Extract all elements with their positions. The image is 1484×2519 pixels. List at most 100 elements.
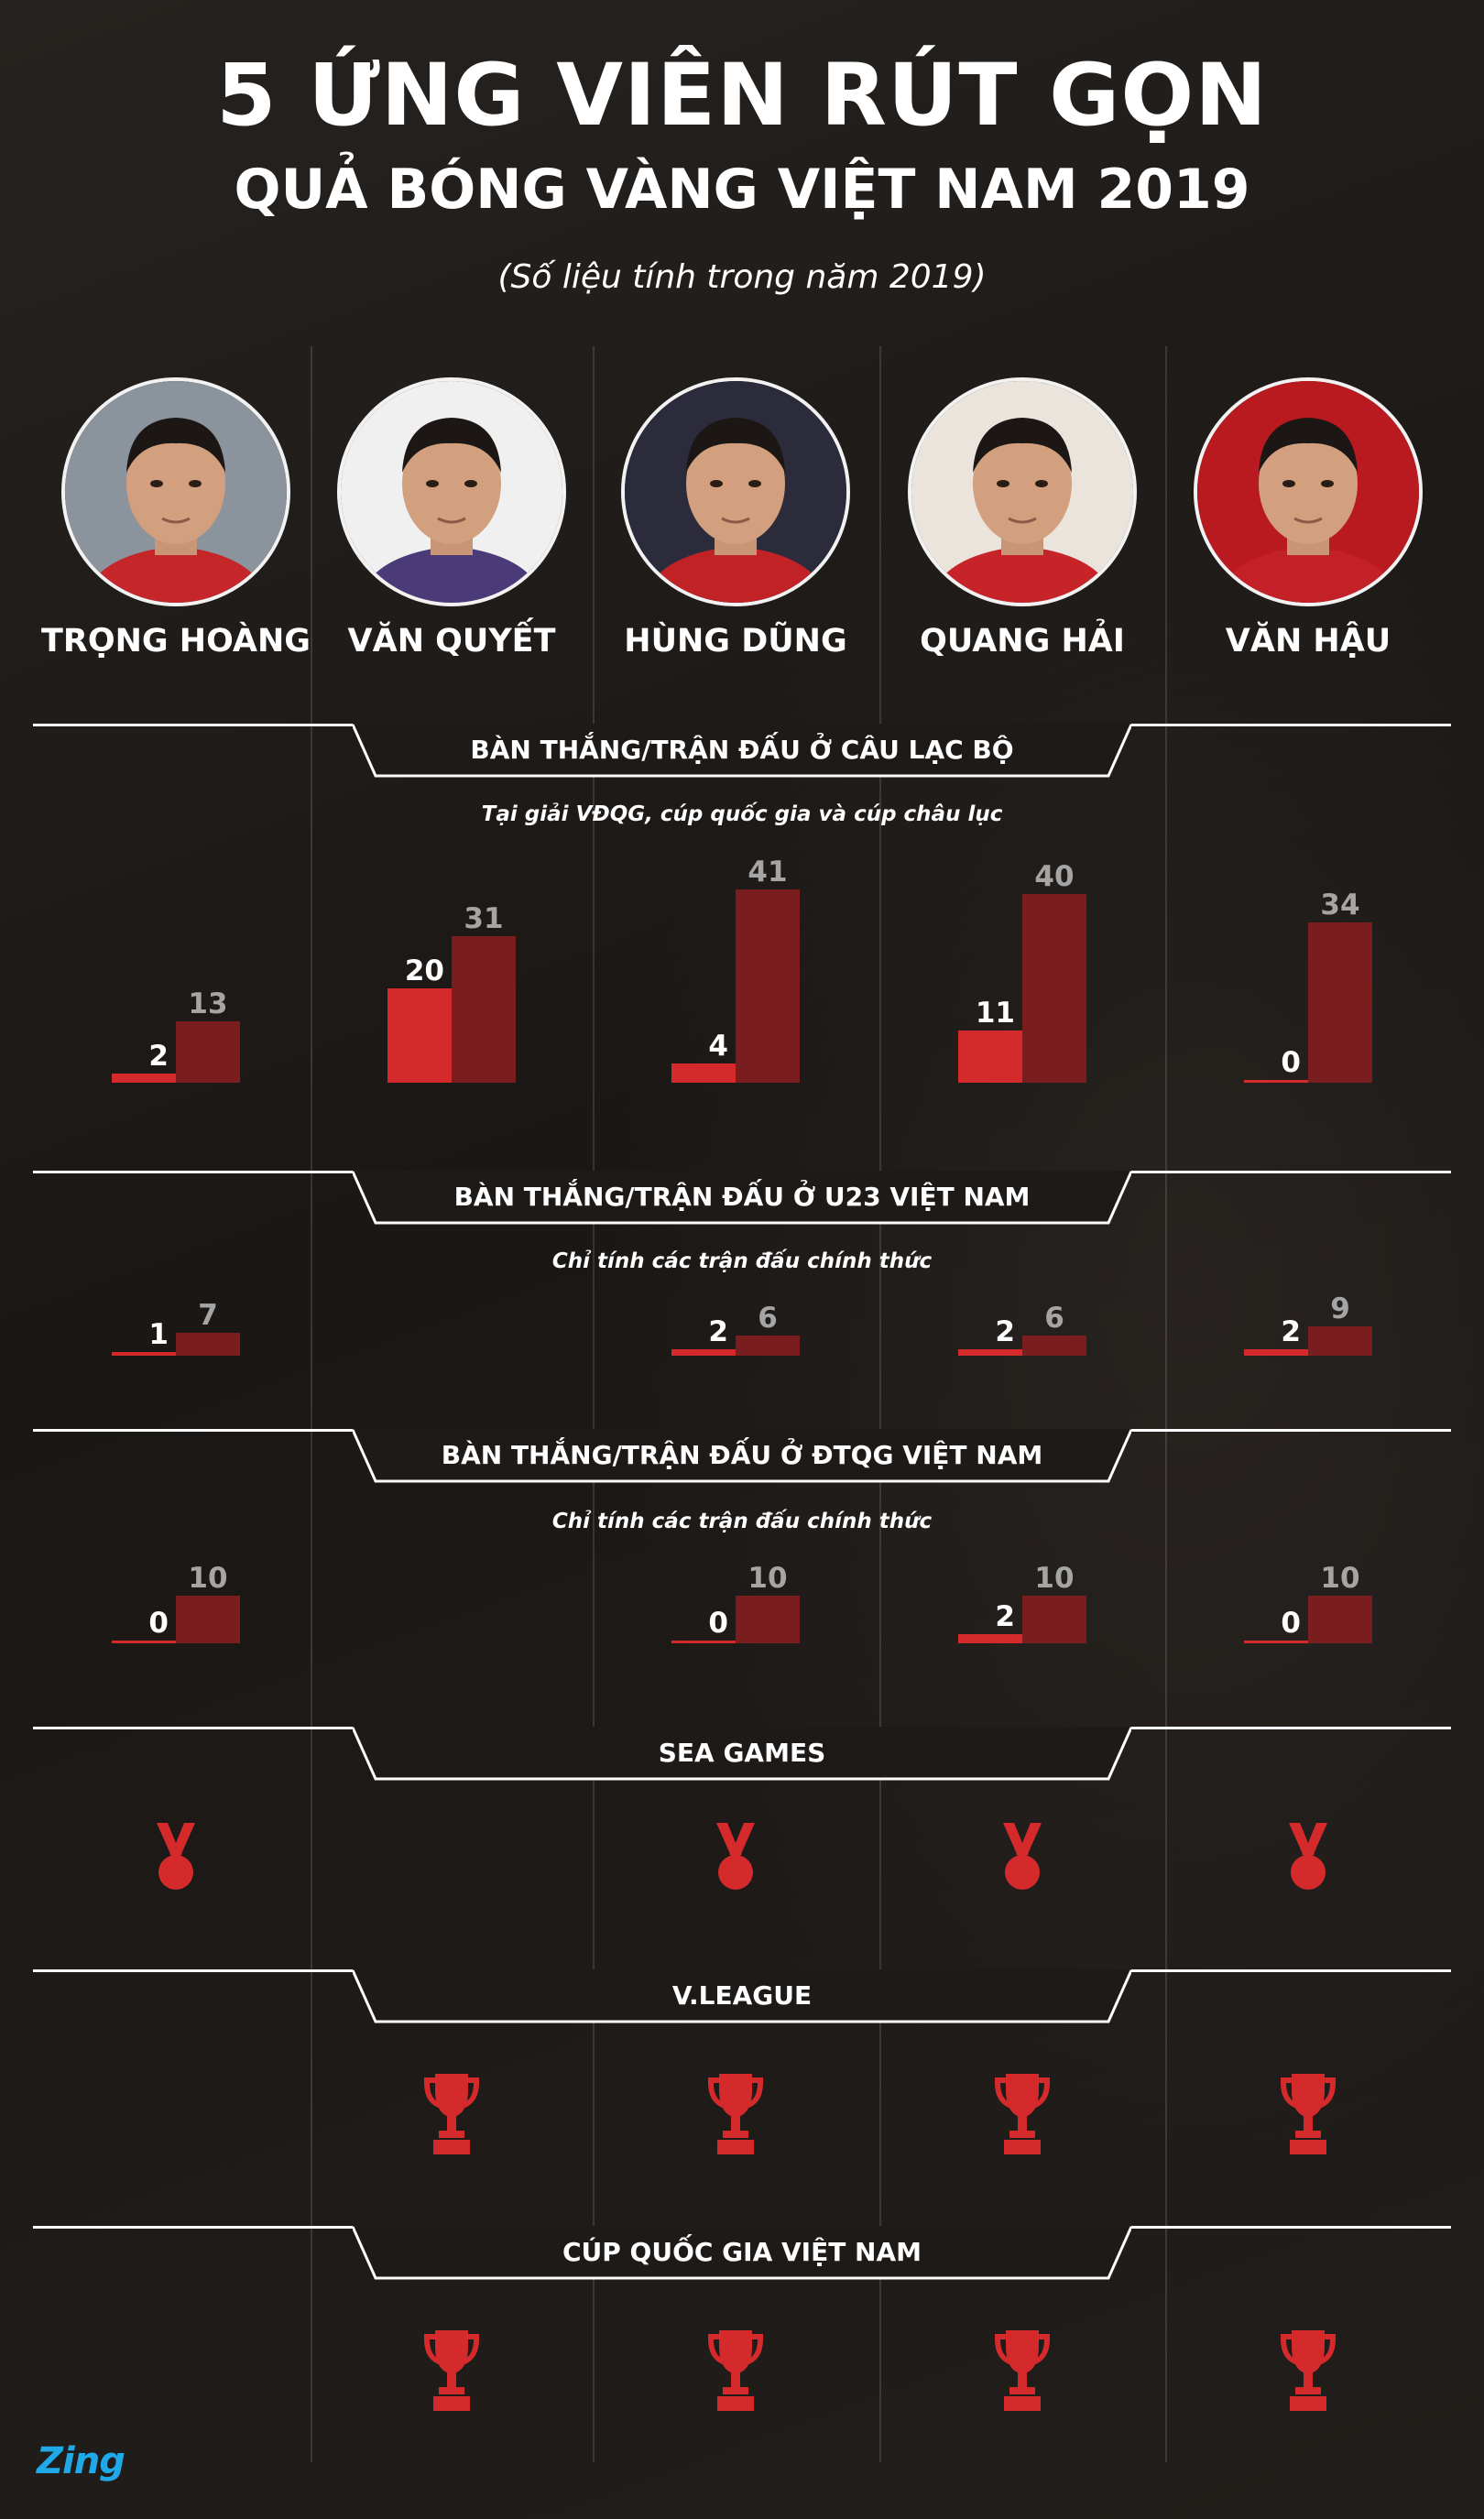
matches-label: 10 [747,1562,788,1595]
player-avatar [908,377,1137,606]
matches-label: 34 [1320,888,1360,921]
matches-bar [736,889,800,1083]
matches-label: 41 [747,855,788,889]
column-divider [311,346,312,2462]
section-note: Chỉ tính các trận đấu chính thức [551,1249,933,1273]
matches-label: 9 [1330,1292,1350,1325]
medal-icon [1285,1823,1331,1894]
goals-label: 1 [148,1318,169,1352]
matches-bar [176,1021,240,1083]
column-divider [1165,346,1167,2462]
section-title: BÀN THẮNG/TRẬN ĐẤU Ở U23 VIỆT NAM [453,1182,1031,1212]
player-name: VĂN HẬU [1225,623,1391,660]
player-card: HÙNG DŨNG [593,377,878,660]
goals-label: 2 [148,1039,169,1073]
goals-label: 0 [148,1607,169,1640]
section-note: Tại giải VĐQG, cúp quốc gia và cúp châu … [481,802,1003,826]
player-avatar [621,377,850,606]
matches-bar [176,1596,240,1643]
goals-label: 2 [708,1314,728,1348]
player-card: TRỌNG HOÀNG [33,377,319,660]
medal-icon [999,1823,1045,1894]
goals-label: 0 [1281,1607,1301,1640]
player-avatar [337,377,566,606]
matches-bar [736,1336,800,1356]
section-header: SEA GAMES [353,1727,1131,1782]
player-avatar [61,377,290,606]
goals-label: 2 [995,1599,1015,1633]
matches-bar [1308,921,1372,1083]
section-header: BÀN THẮNG/TRẬN ĐẤU Ở ĐTQG VIỆT NAM [353,1429,1131,1484]
goals-bar [671,1063,736,1083]
section-header: BÀN THẮNG/TRẬN ĐẤU Ở U23 VIỆT NAM [353,1171,1131,1226]
trophy-icon [420,2328,483,2416]
matches-label: 6 [1044,1302,1064,1336]
page-subtitle: QUẢ BÓNG VÀNG VIỆT NAM 2019 [234,158,1250,222]
matches-bar [1308,1325,1372,1356]
section-title: V.LEAGUE [671,1980,813,2011]
section-header: V.LEAGUE [353,1969,1131,2024]
goals-bar [958,1030,1022,1083]
data-note: (Số liệu tính trong năm 2019) [497,258,987,296]
goals-bar [671,1348,736,1356]
goals-label: 11 [975,997,1015,1030]
matches-bar [176,1332,240,1356]
goals-bar [958,1348,1022,1356]
goals-bar [1244,1348,1308,1356]
player-avatar [1194,377,1423,606]
section-title: SEA GAMES [658,1738,826,1768]
matches-bar [1022,1596,1086,1643]
goals-label: 2 [1281,1314,1301,1348]
matches-label: 7 [198,1298,218,1332]
matches-label: 13 [188,987,228,1021]
goals-bar [112,1641,176,1643]
matches-label: 10 [188,1562,228,1595]
matches-bar [452,936,516,1083]
section-title: CÚP QUỐC GIA VIỆT NAM [562,2237,922,2267]
player-card: VĂN QUYẾT [309,377,595,660]
matches-label: 10 [1320,1562,1360,1595]
player-name: VĂN QUYẾT [347,623,556,660]
zing-logo: Zing [37,2440,125,2482]
goals-bar [958,1633,1022,1643]
player-name: TRỌNG HOÀNG [41,623,311,660]
goals-label: 0 [708,1607,728,1640]
matches-label: 31 [464,902,504,936]
player-card: QUANG HẢI [879,377,1165,660]
goals-bar [112,1073,176,1083]
trophy-icon [991,2328,1053,2416]
section-header: CÚP QUỐC GIA VIỆT NAM [353,2226,1131,2281]
trophy-icon [420,2072,483,2160]
player-card: VĂN HẬU [1165,377,1451,660]
matches-bar [1022,1336,1086,1356]
column-divider [879,346,881,2462]
goals-bar [671,1641,736,1643]
section-title: BÀN THẮNG/TRẬN ĐẤU Ở CÂU LẠC BỘ [470,735,1014,765]
trophy-icon [704,2072,767,2160]
trophy-icon [991,2072,1053,2160]
medal-icon [153,1823,199,1894]
column-divider [593,346,595,2462]
goals-label: 0 [1281,1046,1301,1079]
trophy-icon [1277,2328,1339,2416]
player-name: HÙNG DŨNG [624,623,847,660]
goals-bar [1244,1641,1308,1643]
medal-icon [713,1823,758,1894]
matches-bar [1308,1596,1372,1643]
section-title: BÀN THẮNG/TRẬN ĐẤU Ở ĐTQG VIỆT NAM [441,1440,1043,1470]
goals-label: 20 [404,954,444,987]
trophy-icon [704,2328,767,2416]
section-note: Chỉ tính các trận đấu chính thức [551,1510,933,1533]
goals-bar [1244,1080,1308,1083]
matches-bar [1022,894,1086,1083]
goals-bar [112,1352,176,1356]
goals-label: 2 [995,1314,1015,1348]
matches-label: 10 [1034,1562,1075,1595]
matches-bar [736,1596,800,1643]
player-name: QUANG HẢI [920,623,1125,660]
section-header: BÀN THẮNG/TRẬN ĐẤU Ở CÂU LẠC BỘ [353,724,1131,779]
goals-label: 4 [708,1030,728,1063]
page-title: 5 ỨNG VIÊN RÚT GỌN [216,46,1268,146]
matches-label: 6 [758,1302,778,1336]
trophy-icon [1277,2072,1339,2160]
